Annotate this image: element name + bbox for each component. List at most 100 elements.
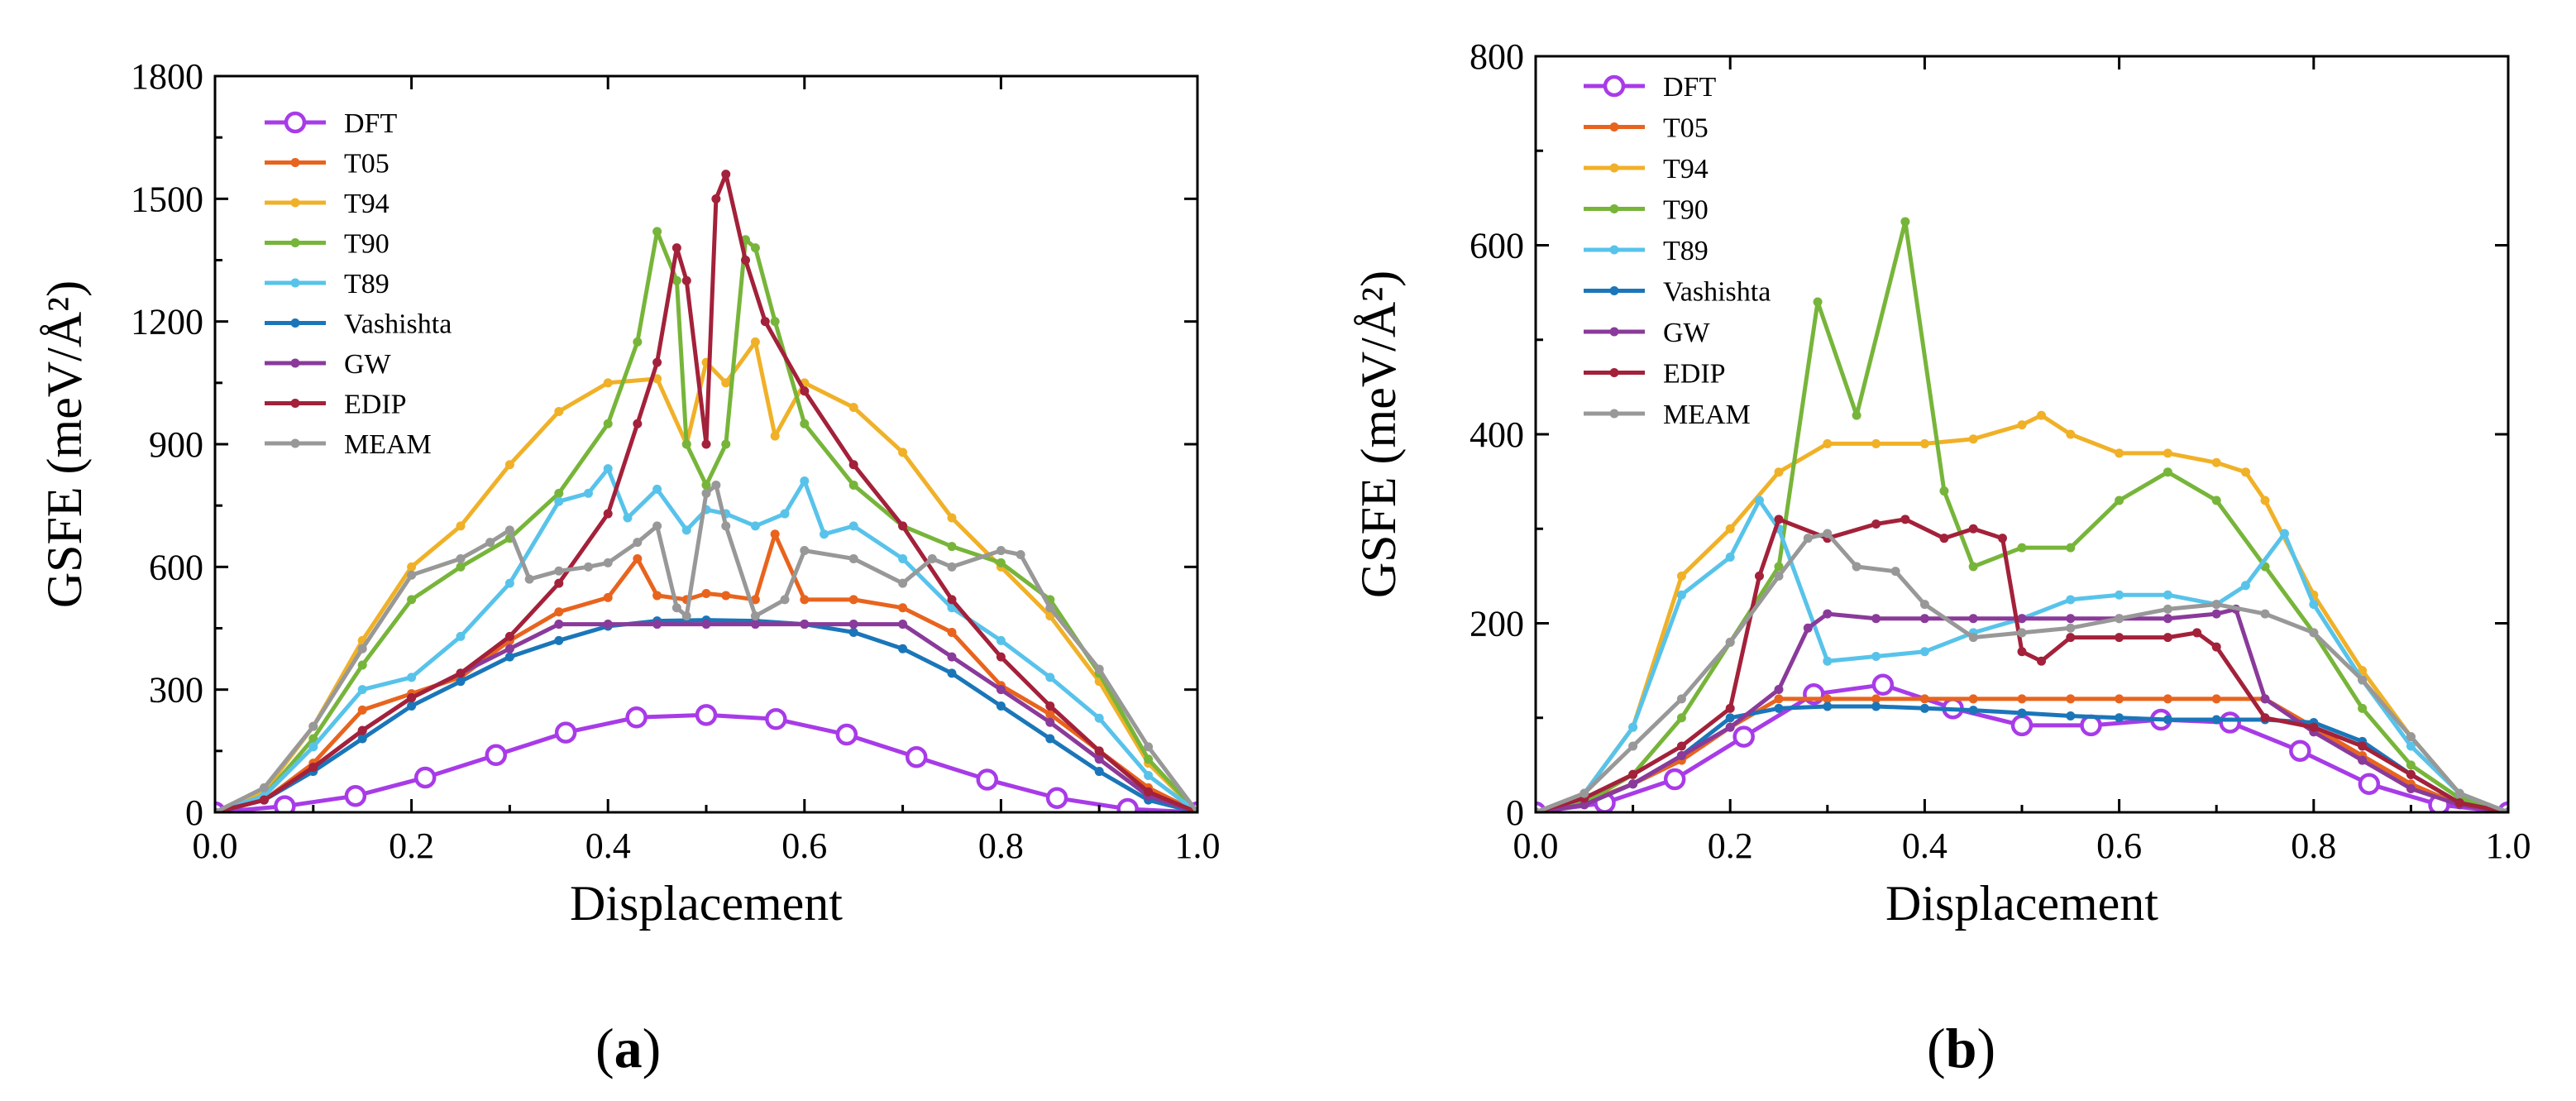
chart-b-point-t90 bbox=[1774, 562, 1784, 572]
chart-b-point-t05 bbox=[2163, 694, 2172, 704]
chart-b-legend-entry-t90: T90 bbox=[1584, 195, 1709, 226]
chart-b-point-gw bbox=[2163, 614, 2172, 624]
chart-a-point-t90 bbox=[603, 419, 613, 428]
chart-a-point-dft bbox=[765, 708, 787, 730]
chart-a-series-meam bbox=[215, 480, 1197, 812]
chart-b-point-edip bbox=[2260, 713, 2270, 723]
chart-a-point-meam bbox=[780, 595, 790, 605]
chart-a-point-meam bbox=[583, 562, 593, 572]
chart-b-point-edip bbox=[2192, 628, 2202, 638]
chart-a-point-dft bbox=[274, 795, 296, 812]
chart-a-legend-label: T89 bbox=[344, 269, 390, 299]
chart-b-point-gw bbox=[1774, 684, 1784, 694]
chart-b-point-meam bbox=[1968, 633, 1978, 643]
chart-b-point-t94 bbox=[2163, 448, 2172, 458]
chart-b-legend-label: DFT bbox=[1663, 72, 1716, 103]
chart-a-legend-entry-edip: EDIP bbox=[265, 390, 407, 420]
chart-b-point-edip bbox=[2066, 633, 2076, 643]
chart-a-point-t89 bbox=[456, 631, 466, 641]
chart-b-ylabel: GSFE (meV/Å²) bbox=[1351, 270, 1406, 598]
chart-a-point-edip bbox=[652, 357, 662, 367]
chart-a-point-vashishta bbox=[504, 652, 514, 662]
chart-a-point-edip bbox=[1094, 746, 1104, 756]
chart-a-point-edip bbox=[456, 668, 466, 678]
chart-a-legend-entry-gw: GW bbox=[265, 349, 392, 380]
chart-a-point-t05 bbox=[357, 705, 367, 715]
chart-a-point-t89 bbox=[652, 484, 662, 494]
chart-a-point-t90 bbox=[996, 558, 1006, 567]
chart-a-legend-label: T05 bbox=[344, 149, 390, 180]
chart-a-point-edip bbox=[1144, 787, 1154, 797]
chart-b-legend: DFT T05 T94 T90 T89 Vashishta GW EDIP MEAM bbox=[1584, 72, 1771, 430]
chart-a-series-dft bbox=[215, 704, 1197, 812]
chart-a-point-meam bbox=[259, 783, 269, 792]
chart-a-point-meam bbox=[996, 546, 1006, 556]
chart-b-legend-marker bbox=[1609, 122, 1619, 132]
chart-b-legend-marker bbox=[1609, 368, 1619, 377]
chart-a-point-dft bbox=[1045, 787, 1068, 809]
chart-a-point-vashishta bbox=[898, 644, 908, 653]
chart-b-legend-marker bbox=[1609, 286, 1619, 295]
chart-a-xtick-label: 0.2 bbox=[389, 826, 434, 866]
chart-b-point-edip bbox=[1939, 534, 1949, 543]
chart-b-point-gw bbox=[1919, 614, 1929, 624]
chart-b-legend-label: EDIP bbox=[1663, 359, 1726, 390]
chart-a-point-t89 bbox=[681, 525, 691, 535]
chart-a-point-t89 bbox=[504, 578, 514, 588]
chart-a-point-meam bbox=[652, 521, 662, 531]
chart-b-point-t89 bbox=[2115, 590, 2124, 600]
chart-b-point-t89 bbox=[2066, 595, 2076, 605]
chart-b-point-edip bbox=[2017, 647, 2027, 657]
chart-b-point-t89 bbox=[2280, 529, 2290, 539]
chart-b-point-meam bbox=[2358, 675, 2368, 685]
chart-a-point-meam bbox=[1144, 742, 1154, 752]
chart-a-point-t89 bbox=[308, 742, 318, 752]
chart-b-point-gw bbox=[2358, 755, 2368, 765]
chart-a-point-t89 bbox=[750, 521, 760, 531]
chart-b-legend-entry-meam: MEAM bbox=[1584, 400, 1751, 430]
chart-a-point-t94 bbox=[770, 431, 780, 441]
chart-a-point-meam bbox=[800, 546, 810, 556]
chart-a-point-t89 bbox=[800, 476, 810, 486]
chart-b-legend-marker bbox=[1609, 245, 1619, 255]
chart-b-point-dft bbox=[2358, 773, 2381, 795]
chart-b-legend-marker bbox=[1609, 163, 1619, 173]
chart-a-point-t89 bbox=[996, 635, 1006, 645]
chart-a-point-t89 bbox=[947, 603, 957, 613]
chart-b-point-t94 bbox=[1919, 438, 1929, 448]
chart-b-point-gw bbox=[2017, 614, 2027, 624]
chart-b-point-meam bbox=[2309, 628, 2319, 638]
chart-b-point-t90 bbox=[1813, 297, 1823, 307]
chart-a-point-gw bbox=[701, 620, 711, 629]
chart-b-point-edip bbox=[2454, 798, 2464, 808]
chart-b-point-t94 bbox=[1725, 524, 1735, 534]
chart-b-legend-label: GW bbox=[1663, 318, 1711, 348]
chart-b-point-meam bbox=[1919, 600, 1929, 610]
chart-b-point-meam bbox=[1628, 741, 1638, 751]
chart-b-point-meam bbox=[2115, 614, 2124, 624]
chart-a-xtick-label: 0.6 bbox=[781, 826, 827, 866]
chart-b-point-dft bbox=[1871, 673, 1895, 697]
chart-a: 0.0 0.2 0.4 0.6 0.8 1.0 0 300 600 900 1200 1500 1800… bbox=[37, 56, 1221, 931]
chart-b-point-t94 bbox=[1823, 438, 1833, 448]
chart-a-point-t90 bbox=[1144, 754, 1154, 764]
chart-a-point-gw bbox=[947, 652, 957, 662]
chart-a-point-vashishta bbox=[407, 701, 417, 711]
chart-a-point-dft bbox=[1116, 797, 1139, 812]
chart-a-legend: DFT T05 T94 T90 T89 Vashishta GW EDIP MEAM bbox=[265, 108, 452, 460]
chart-b-point-t89 bbox=[1919, 647, 1929, 657]
chart-b-point-meam bbox=[1890, 567, 1900, 577]
chart-a-ytick-label: 1200 bbox=[131, 302, 203, 342]
chart-b-point-vashishta bbox=[1968, 706, 1978, 716]
chart-b-point-edip bbox=[2037, 656, 2047, 666]
chart-a-legend-entry-vashishta: Vashishta bbox=[265, 309, 452, 340]
chart-a-point-gw bbox=[603, 620, 613, 629]
chart-a-point-t94 bbox=[898, 448, 908, 457]
chart-a-legend-label: GW bbox=[344, 349, 392, 380]
chart-b-point-gw bbox=[2211, 609, 2221, 619]
chart-a-point-edip bbox=[554, 578, 564, 588]
chart-a-legend-label: Vashishta bbox=[344, 309, 452, 340]
chart-a-point-gw bbox=[800, 620, 810, 629]
chart-a-legend-marker bbox=[290, 158, 300, 167]
chart-a-point-meam bbox=[407, 570, 417, 580]
